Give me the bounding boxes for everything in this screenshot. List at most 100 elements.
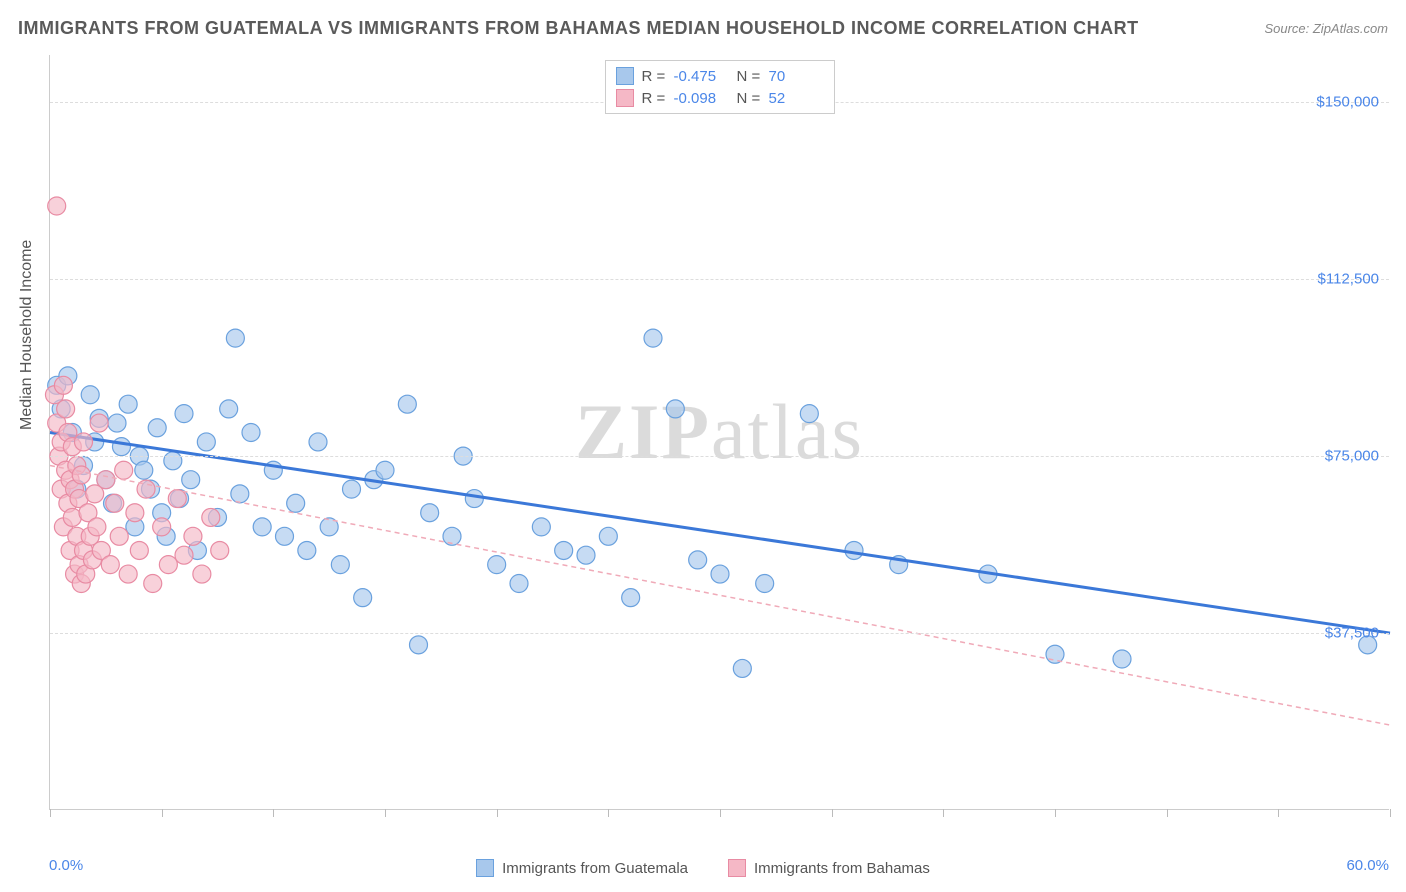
data-point — [119, 565, 137, 583]
data-point — [298, 541, 316, 559]
data-point — [1113, 650, 1131, 668]
data-point — [644, 329, 662, 347]
correlation-legend: R =-0.475N =70R =-0.098N =52 — [605, 60, 835, 114]
data-point — [309, 433, 327, 451]
x-tick — [943, 809, 951, 817]
data-point — [211, 541, 229, 559]
r-value: -0.098 — [674, 90, 729, 107]
data-point — [1046, 645, 1064, 663]
chart-title: IMMIGRANTS FROM GUATEMALA VS IMMIGRANTS … — [18, 18, 1139, 39]
y-tick-label: $75,000 — [1325, 448, 1379, 465]
data-point — [220, 400, 238, 418]
data-point — [226, 329, 244, 347]
data-point — [184, 527, 202, 545]
data-point — [276, 527, 294, 545]
data-point — [331, 556, 349, 574]
data-point — [97, 471, 115, 489]
n-label: N = — [737, 90, 761, 107]
data-point — [164, 452, 182, 470]
data-point — [135, 461, 153, 479]
x-tick — [273, 809, 281, 817]
data-point — [800, 405, 818, 423]
y-tick-label: $112,500 — [1318, 271, 1379, 288]
data-point — [733, 659, 751, 677]
legend-swatch — [476, 859, 494, 877]
data-point — [421, 504, 439, 522]
data-point — [57, 400, 75, 418]
data-point — [488, 556, 506, 574]
x-tick — [162, 809, 170, 817]
data-point — [711, 565, 729, 583]
x-tick — [1278, 809, 1286, 817]
data-point — [465, 490, 483, 508]
data-point — [175, 405, 193, 423]
data-point — [231, 485, 249, 503]
data-point — [376, 461, 394, 479]
data-point — [287, 494, 305, 512]
data-point — [88, 518, 106, 536]
data-point — [398, 395, 416, 413]
data-point — [354, 589, 372, 607]
x-tick — [1390, 809, 1398, 817]
source-label: Source: ZipAtlas.com — [1264, 21, 1388, 36]
legend-swatch — [728, 859, 746, 877]
data-point — [110, 527, 128, 545]
data-point — [532, 518, 550, 536]
data-point — [144, 575, 162, 593]
x-tick — [1055, 809, 1063, 817]
trend-line — [50, 466, 1390, 726]
correlation-legend-row: R = -0.098 N = 52 — [616, 87, 824, 109]
data-point — [115, 461, 133, 479]
data-point — [599, 527, 617, 545]
data-point — [119, 395, 137, 413]
x-tick — [50, 809, 58, 817]
data-point — [197, 433, 215, 451]
data-point — [410, 636, 428, 654]
legend-item: Immigrants from Bahamas — [728, 859, 930, 877]
data-point — [72, 466, 90, 484]
data-point — [175, 546, 193, 564]
data-point — [75, 433, 93, 451]
legend-label: Immigrants from Guatemala — [502, 860, 688, 877]
scatter-svg — [50, 55, 1389, 809]
x-tick — [832, 809, 840, 817]
legend-swatch — [616, 89, 634, 107]
data-point — [101, 556, 119, 574]
y-axis-label: Median Household Income — [18, 240, 36, 430]
data-point — [159, 556, 177, 574]
x-tick — [385, 809, 393, 817]
data-point — [168, 490, 186, 508]
gridline — [50, 456, 1389, 457]
plot-area: ZIPatlas R =-0.475N =70R =-0.098N =52 $3… — [49, 55, 1389, 810]
data-point — [666, 400, 684, 418]
r-label: R = — [642, 68, 666, 85]
x-tick — [1167, 809, 1175, 817]
x-tick — [608, 809, 616, 817]
x-tick — [720, 809, 728, 817]
data-point — [510, 575, 528, 593]
data-point — [148, 419, 166, 437]
data-point — [622, 589, 640, 607]
data-point — [756, 575, 774, 593]
y-tick-label: $150,000 — [1316, 94, 1379, 111]
n-value: 70 — [769, 68, 824, 85]
legend-swatch — [616, 67, 634, 85]
data-point — [577, 546, 595, 564]
data-point — [54, 376, 72, 394]
y-tick-label: $37,500 — [1325, 625, 1379, 642]
data-point — [130, 541, 148, 559]
data-point — [193, 565, 211, 583]
data-point — [443, 527, 461, 545]
n-label: N = — [737, 68, 761, 85]
data-point — [242, 424, 260, 442]
n-value: 52 — [769, 90, 824, 107]
r-label: R = — [642, 90, 666, 107]
data-point — [343, 480, 361, 498]
data-point — [182, 471, 200, 489]
data-point — [90, 414, 108, 432]
data-point — [108, 414, 126, 432]
legend-label: Immigrants from Bahamas — [754, 860, 930, 877]
data-point — [689, 551, 707, 569]
legend-item: Immigrants from Guatemala — [476, 859, 688, 877]
data-point — [202, 508, 220, 526]
